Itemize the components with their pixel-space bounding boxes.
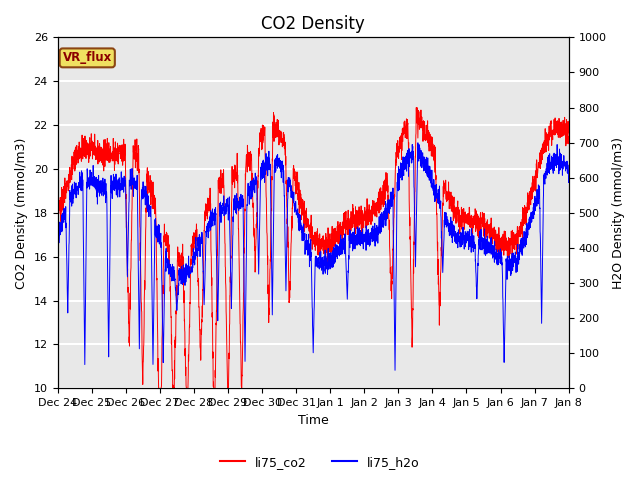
Y-axis label: CO2 Density (mmol/m3): CO2 Density (mmol/m3): [15, 137, 28, 288]
X-axis label: Time: Time: [298, 414, 328, 427]
Title: CO2 Density: CO2 Density: [261, 15, 365, 33]
Text: VR_flux: VR_flux: [63, 51, 112, 64]
Legend: li75_co2, li75_h2o: li75_co2, li75_h2o: [215, 451, 425, 474]
Y-axis label: H2O Density (mmol/m3): H2O Density (mmol/m3): [612, 137, 625, 289]
